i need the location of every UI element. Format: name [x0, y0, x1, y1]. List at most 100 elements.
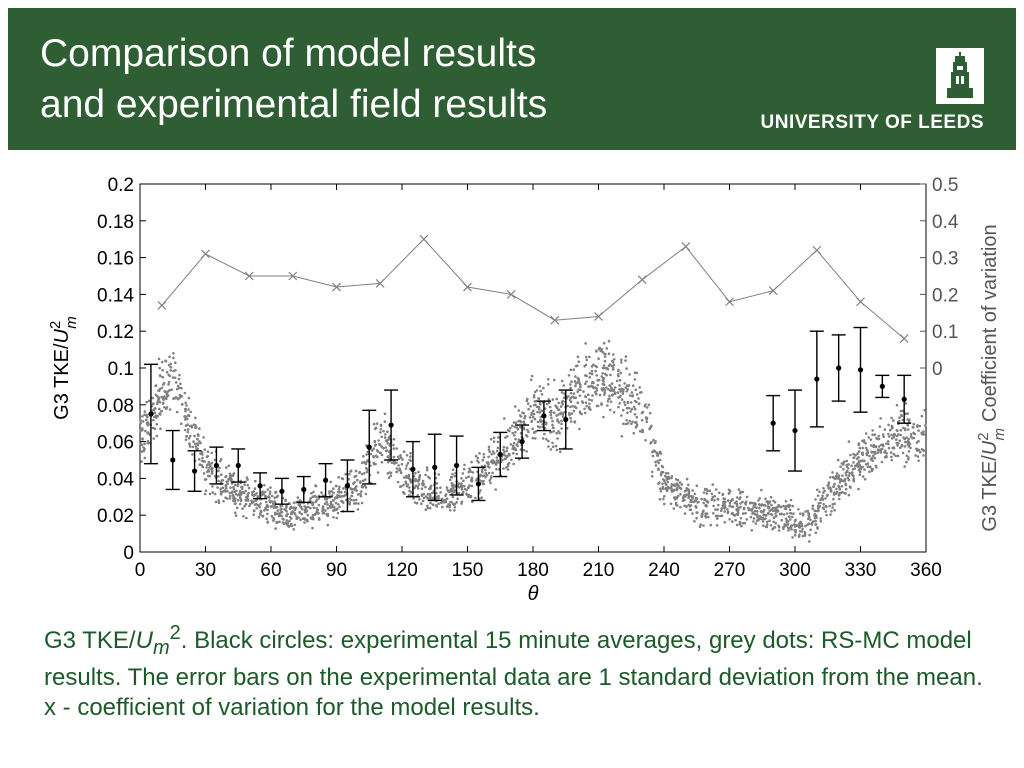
model-dot [871, 459, 874, 463]
model-dot [219, 487, 223, 491]
model-dot [424, 495, 428, 498]
model-dot [837, 497, 841, 501]
model-dot [715, 488, 718, 491]
model-dot [293, 523, 297, 527]
model-dot [920, 414, 924, 418]
model-dot [147, 399, 151, 403]
model-dot [282, 518, 285, 521]
model-dot [601, 382, 604, 386]
model-dot [863, 478, 867, 481]
model-dot [360, 484, 364, 488]
model-dot [528, 416, 532, 419]
model-dot [702, 524, 705, 527]
model-dot [587, 393, 590, 397]
model-dot [861, 446, 864, 450]
model-dot [856, 452, 859, 456]
cv-marker-stroke-b [244, 271, 254, 281]
model-dot [489, 437, 493, 441]
model-dot [641, 428, 644, 432]
model-dot [871, 429, 874, 432]
model-dot [625, 367, 628, 370]
model-dot [572, 392, 576, 395]
model-dot [552, 430, 556, 433]
model-dot [425, 468, 429, 472]
model-dot [512, 421, 516, 424]
model-dot [232, 499, 235, 503]
experimental-dot [475, 481, 482, 487]
model-dot [706, 501, 710, 504]
model-dot [186, 430, 190, 434]
model-dot [882, 435, 885, 439]
model-dot [358, 470, 362, 474]
model-dot [379, 428, 383, 431]
model-dot [877, 445, 881, 448]
model-dot [782, 513, 786, 516]
model-dot [695, 497, 699, 500]
model-dot [913, 432, 917, 436]
model-dot [917, 429, 920, 432]
model-dot [845, 473, 848, 477]
experimental-point [405, 440, 420, 498]
cv-marker [506, 289, 516, 299]
model-dot [650, 440, 653, 444]
model-dot [390, 461, 394, 465]
model-dot [284, 498, 287, 502]
model-dot [621, 408, 625, 412]
model-dot [174, 361, 177, 364]
model-dot [312, 490, 315, 494]
model-dot [604, 372, 607, 376]
model-dot [717, 491, 721, 495]
model-dot [687, 490, 691, 493]
model-dot [800, 524, 804, 528]
model-dot [282, 522, 286, 526]
model-dot [907, 458, 910, 461]
model-dot [356, 478, 359, 482]
model-dot [196, 442, 199, 445]
model-dot [138, 450, 142, 454]
model-dot [620, 414, 623, 417]
model-dot [560, 427, 563, 430]
model-dot [720, 507, 724, 510]
model-dot [682, 495, 685, 498]
model-dot [272, 519, 275, 522]
model-dot [549, 448, 553, 451]
model-dot [253, 509, 256, 513]
model-dot [613, 386, 617, 389]
model-dot [685, 505, 688, 509]
model-dot [631, 420, 634, 424]
model-dot [666, 485, 670, 489]
model-dot [392, 443, 395, 447]
model-dot [386, 460, 390, 464]
model-dot [847, 493, 851, 497]
model-dot [670, 490, 674, 493]
model-dot [852, 478, 855, 482]
model-dot [255, 506, 258, 510]
model-dot [399, 456, 403, 459]
model-dot [616, 373, 620, 376]
model-dot [898, 416, 901, 420]
model-dot [543, 432, 546, 436]
model-dot [372, 422, 376, 426]
model-dot [842, 462, 845, 465]
model-dot [661, 465, 665, 469]
model-dot [396, 480, 400, 484]
model-dot [631, 384, 635, 387]
model-dot [835, 487, 838, 491]
model-dot [774, 522, 778, 525]
model-dot [890, 458, 894, 462]
model-dot [684, 489, 688, 492]
model-dot [470, 484, 474, 488]
model-dot [405, 485, 409, 488]
experimental-point [558, 389, 573, 450]
model-dot [638, 391, 642, 394]
model-dot [807, 514, 810, 517]
experimental-dot [191, 468, 198, 474]
model-dot [760, 510, 763, 513]
model-dot [703, 487, 707, 491]
model-dot [397, 457, 401, 461]
model-dot [224, 496, 227, 500]
model-dot [392, 455, 396, 459]
model-dot [530, 374, 534, 378]
model-dot [785, 512, 789, 515]
model-dot [857, 450, 861, 453]
